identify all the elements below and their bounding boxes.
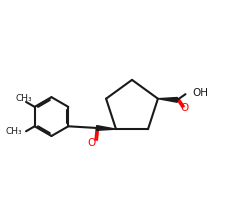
Text: O: O (88, 138, 96, 148)
Text: O: O (181, 103, 189, 113)
Polygon shape (158, 98, 178, 102)
Text: CH₃: CH₃ (15, 94, 32, 103)
Text: CH₃: CH₃ (6, 127, 23, 136)
Text: OH: OH (192, 88, 208, 98)
Polygon shape (96, 126, 116, 130)
